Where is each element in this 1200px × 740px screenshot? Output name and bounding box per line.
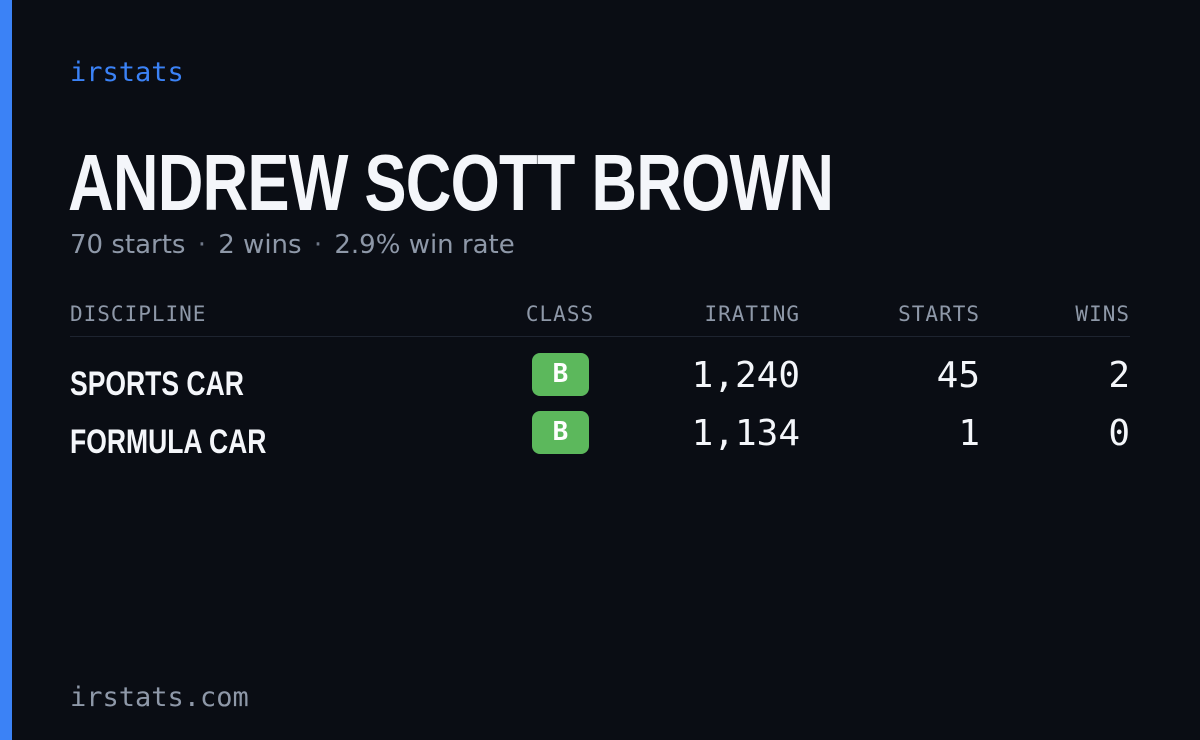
table-row: SPORTS CAR B 1,240 45 2 <box>70 353 1130 411</box>
starts-value: 45 <box>936 355 980 396</box>
wins-value: 2 <box>1108 355 1130 396</box>
brand-logo-text: irstats <box>70 57 184 88</box>
discipline-name: FORMULA CAR <box>70 423 267 461</box>
irating-value: 1,134 <box>691 413 800 454</box>
starts-value: 1 <box>958 413 980 454</box>
discipline-name: SPORTS CAR <box>70 365 244 403</box>
column-header-wins: WINS <box>1075 302 1130 326</box>
summary-win-rate: 2.9% win rate <box>334 230 515 260</box>
summary-starts: 70 starts <box>70 230 186 260</box>
column-header-discipline: DISCIPLINE <box>70 302 207 326</box>
accent-bar <box>0 0 12 740</box>
footer-domain: irstats.com <box>70 682 249 713</box>
summary-wins: 2 wins <box>218 230 302 260</box>
summary-separator: · <box>313 230 323 260</box>
class-badge: B <box>532 411 589 454</box>
table-header: DISCIPLINE CLASS IRATING STARTS WINS <box>70 296 1130 337</box>
table-row: FORMULA CAR B 1,134 1 0 <box>70 411 1130 469</box>
player-name: ANDREW SCOTT BROWN <box>68 138 834 227</box>
wins-value: 0 <box>1108 413 1130 454</box>
column-header-class: CLASS <box>525 302 595 326</box>
discipline-stats-table: DISCIPLINE CLASS IRATING STARTS WINS SPO… <box>70 296 1130 469</box>
column-header-starts: STARTS <box>898 302 980 326</box>
summary-separator: · <box>197 230 206 260</box>
column-header-irating: IRATING <box>704 302 800 326</box>
player-summary: 70 starts · 2 wins · 2.9% win rate <box>70 228 515 262</box>
irating-value: 1,240 <box>691 355 800 396</box>
class-badge: B <box>532 353 589 396</box>
